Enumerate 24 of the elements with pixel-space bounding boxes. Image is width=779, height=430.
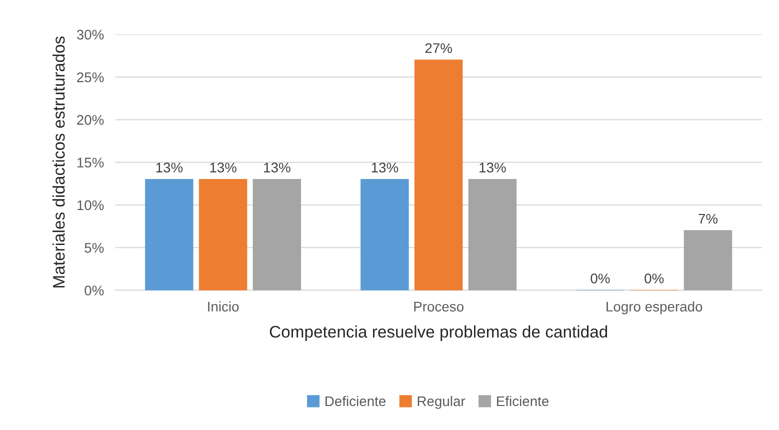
y-tick-label: 0% <box>84 286 104 296</box>
data-label: 13% <box>156 162 183 172</box>
legend-label: Eficiente <box>497 396 549 406</box>
data-label: 0% <box>590 274 610 284</box>
legend-label: Deficiente <box>326 396 386 406</box>
data-label: 13% <box>372 162 398 172</box>
data-label: 27% <box>425 43 452 54</box>
data-label: 13% <box>210 162 236 172</box>
y-tick-label: 10% <box>77 200 104 210</box>
y-tick-label: 30% <box>76 30 104 40</box>
x-tick-label: Logro esperado <box>606 301 702 314</box>
y-tick-label: 15% <box>77 158 104 168</box>
data-label: 13% <box>480 162 506 172</box>
data-label: 0% <box>644 274 664 284</box>
x-tick-label: Inicio <box>208 301 239 312</box>
x-tick-label: Proceso <box>414 302 464 312</box>
y-tick-label: 5% <box>84 243 104 253</box>
data-label: 7% <box>698 214 718 224</box>
y-tick-label: 20% <box>77 115 104 125</box>
y-axis-title: Materiales didacticos estruturados <box>52 36 65 288</box>
x-axis-title: Competencia resuelve problemas de cantidad <box>270 325 608 341</box>
legend-label: Regular <box>418 396 466 409</box>
y-tick-label: 25% <box>77 72 104 82</box>
data-label: 13% <box>264 162 290 172</box>
